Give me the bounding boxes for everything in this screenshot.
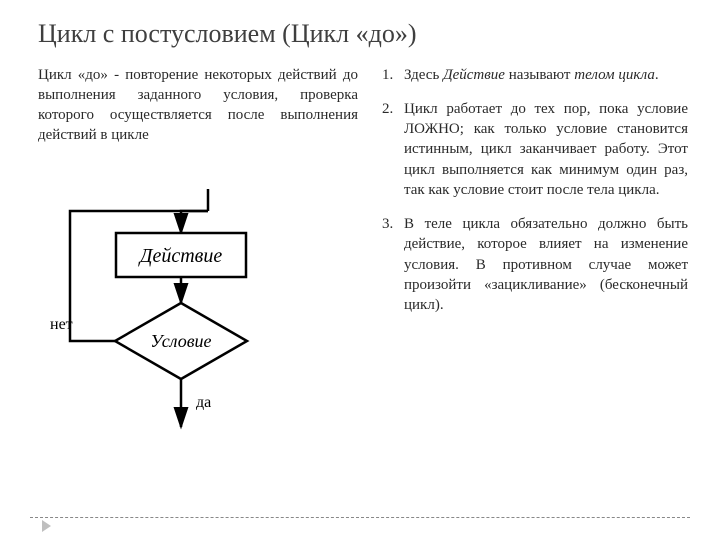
label-no: нет bbox=[50, 316, 73, 333]
point-3: В теле цикла обязательно должно быть дей… bbox=[382, 214, 688, 315]
corner-triangle-icon bbox=[42, 520, 51, 532]
edge-into-action bbox=[181, 211, 208, 233]
definition-text: Цикл «до» - повторение некоторых действи… bbox=[38, 65, 358, 146]
p1-mid: называют bbox=[505, 67, 574, 83]
flowchart-diagram: Действие Условие да нет bbox=[38, 166, 298, 446]
p1-suffix: . bbox=[655, 67, 659, 83]
left-column: Цикл «до» - повторение некоторых действи… bbox=[38, 65, 358, 451]
points-list: Здесь Действие называют телом цикла. Цик… bbox=[382, 65, 688, 316]
p1-italic-action: Действие bbox=[443, 67, 505, 83]
point-2: Цикл работает до тех пор, пока условие Л… bbox=[382, 99, 688, 200]
p1-italic-body: телом цикла bbox=[574, 67, 655, 83]
footer-divider bbox=[30, 517, 690, 518]
slide-title: Цикл с постусловием (Цикл «до») bbox=[38, 18, 688, 51]
label-yes: да bbox=[196, 394, 211, 411]
node-condition-label: Условие bbox=[150, 331, 211, 351]
right-column: Здесь Действие называют телом цикла. Цик… bbox=[382, 65, 688, 451]
content-columns: Цикл «до» - повторение некоторых действи… bbox=[38, 65, 688, 451]
p1-prefix: Здесь bbox=[404, 67, 443, 83]
node-action-label: Действие bbox=[138, 245, 223, 267]
point-1: Здесь Действие называют телом цикла. bbox=[382, 65, 688, 85]
